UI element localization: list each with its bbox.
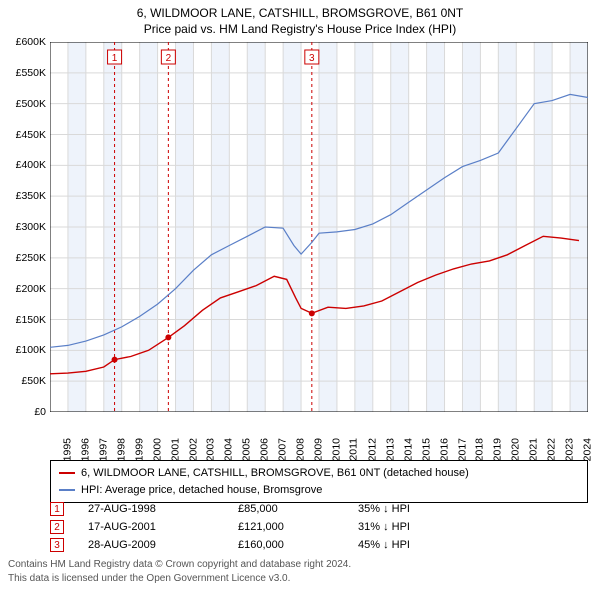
x-tick-label: 2023 [563, 438, 575, 461]
y-tick-label: £400K [16, 159, 46, 171]
marker-date-2: 17-AUG-2001 [88, 521, 238, 533]
y-tick-label: £250K [16, 252, 46, 264]
x-tick-label: 1996 [79, 438, 91, 461]
x-tick-label: 2024 [581, 438, 593, 461]
svg-text:1: 1 [112, 53, 118, 64]
marker-price-3: £160,000 [238, 539, 358, 551]
chart-titles: 6, WILDMOOR LANE, CATSHILL, BROMSGROVE, … [0, 0, 600, 36]
x-tick-label: 1999 [133, 438, 145, 461]
legend-swatch-property [59, 472, 75, 474]
x-tick-label: 2008 [294, 438, 306, 461]
legend-swatch-hpi [59, 489, 75, 491]
x-tick-label: 2018 [474, 438, 486, 461]
x-tick-label: 2016 [438, 438, 450, 461]
x-tick-label: 2001 [169, 438, 181, 461]
markers-table: 1 27-AUG-1998 £85,000 35% ↓ HPI 2 17-AUG… [50, 500, 588, 554]
legend-label-property: 6, WILDMOOR LANE, CATSHILL, BROMSGROVE, … [81, 465, 469, 482]
x-tick-label: 2013 [384, 438, 396, 461]
x-tick-label: 1997 [97, 438, 109, 461]
y-axis-labels: £0£50K£100K£150K£200K£250K£300K£350K£400… [0, 42, 48, 412]
marker-date-3: 28-AUG-2009 [88, 539, 238, 551]
legend-item-property: 6, WILDMOOR LANE, CATSHILL, BROMSGROVE, … [59, 465, 579, 482]
y-tick-label: £50K [21, 375, 46, 387]
plot-area: 1 2 3 [50, 42, 588, 412]
marker-row-2: 2 17-AUG-2001 £121,000 31% ↓ HPI [50, 518, 588, 536]
legend: 6, WILDMOOR LANE, CATSHILL, BROMSGROVE, … [50, 460, 588, 503]
footer: Contains HM Land Registry data © Crown c… [8, 558, 351, 585]
legend-label-hpi: HPI: Average price, detached house, Brom… [81, 482, 322, 499]
y-tick-label: £100K [16, 344, 46, 356]
y-tick-label: £450K [16, 129, 46, 141]
x-tick-label: 2009 [312, 438, 324, 461]
marker-diff-1: 35% ↓ HPI [358, 503, 478, 515]
x-tick-label: 2007 [277, 438, 289, 461]
x-tick-label: 2022 [546, 438, 558, 461]
x-tick-label: 2011 [348, 438, 360, 461]
x-axis-labels: 1995199619971998199920002001200220032004… [50, 412, 588, 452]
marker-row-3: 3 28-AUG-2009 £160,000 45% ↓ HPI [50, 536, 588, 554]
marker-badge-1: 1 [50, 502, 64, 516]
marker-badge-2: 2 [50, 520, 64, 534]
y-tick-label: £550K [16, 67, 46, 79]
marker-date-1: 27-AUG-1998 [88, 503, 238, 515]
y-tick-label: £350K [16, 190, 46, 202]
x-tick-label: 2004 [223, 438, 235, 461]
marker-diff-3: 45% ↓ HPI [358, 539, 478, 551]
x-tick-label: 2000 [151, 438, 163, 461]
x-tick-label: 1998 [115, 438, 127, 461]
x-tick-label: 2012 [366, 438, 378, 461]
y-tick-label: £200K [16, 283, 46, 295]
x-tick-label: 2021 [528, 438, 540, 461]
y-tick-label: £600K [16, 36, 46, 48]
x-tick-label: 2010 [330, 438, 342, 461]
y-tick-label: £0 [34, 406, 46, 418]
svg-text:2: 2 [166, 53, 172, 64]
x-tick-label: 2006 [259, 438, 271, 461]
chart-title-subtitle: Price paid vs. HM Land Registry's House … [0, 22, 600, 36]
x-tick-label: 1995 [61, 438, 73, 461]
x-tick-label: 2017 [456, 438, 468, 461]
chart-container: 6, WILDMOOR LANE, CATSHILL, BROMSGROVE, … [0, 0, 600, 590]
y-tick-label: £150K [16, 314, 46, 326]
marker-diff-2: 31% ↓ HPI [358, 521, 478, 533]
footer-licence: This data is licensed under the Open Gov… [8, 572, 351, 586]
legend-item-hpi: HPI: Average price, detached house, Brom… [59, 482, 579, 499]
marker-price-2: £121,000 [238, 521, 358, 533]
x-tick-label: 2020 [510, 438, 522, 461]
marker-price-1: £85,000 [238, 503, 358, 515]
plot-svg: 1 2 3 [50, 42, 588, 412]
x-tick-label: 2005 [241, 438, 253, 461]
x-tick-label: 2015 [420, 438, 432, 461]
chart-title-address: 6, WILDMOOR LANE, CATSHILL, BROMSGROVE, … [0, 6, 600, 20]
x-tick-label: 2014 [402, 438, 414, 461]
x-tick-label: 2003 [205, 438, 217, 461]
marker-badge-3: 3 [50, 538, 64, 552]
svg-text:3: 3 [309, 53, 315, 64]
x-tick-label: 2002 [187, 438, 199, 461]
x-tick-label: 2019 [492, 438, 504, 461]
footer-copyright: Contains HM Land Registry data © Crown c… [8, 558, 351, 572]
y-tick-label: £500K [16, 98, 46, 110]
marker-row-1: 1 27-AUG-1998 £85,000 35% ↓ HPI [50, 500, 588, 518]
y-tick-label: £300K [16, 221, 46, 233]
